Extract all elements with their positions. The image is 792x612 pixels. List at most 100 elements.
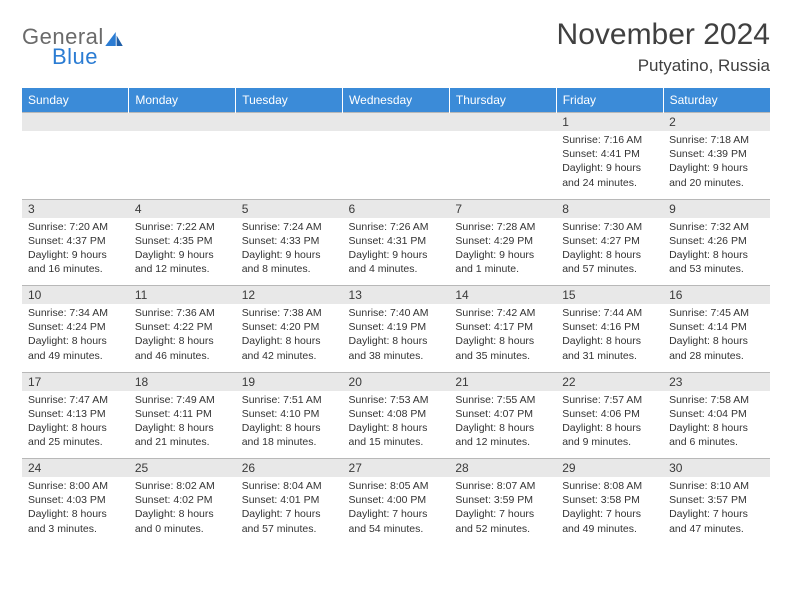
daylight-line: Daylight: 9 hours and 24 minutes. <box>562 161 657 189</box>
day-number-cell: 10 <box>22 286 129 305</box>
day-number-cell: 3 <box>22 199 129 218</box>
day-body-cell: Sunrise: 7:28 AMSunset: 4:29 PMDaylight:… <box>449 218 556 286</box>
day-body-cell: Sunrise: 7:20 AMSunset: 4:37 PMDaylight:… <box>22 218 129 286</box>
sunrise-line: Sunrise: 8:00 AM <box>28 479 123 493</box>
sunset-line: Sunset: 4:37 PM <box>28 234 123 248</box>
sunrise-line: Sunrise: 7:42 AM <box>455 306 550 320</box>
sunset-line: Sunset: 4:01 PM <box>242 493 337 507</box>
day-number-cell <box>343 113 450 132</box>
sunrise-line: Sunrise: 7:18 AM <box>669 133 764 147</box>
weekday-header: Sunday <box>22 88 129 113</box>
sunset-line: Sunset: 4:19 PM <box>349 320 444 334</box>
calendar-body: 12Sunrise: 7:16 AMSunset: 4:41 PMDayligh… <box>22 113 770 546</box>
weekday-header: Monday <box>129 88 236 113</box>
day-body-row: Sunrise: 8:00 AMSunset: 4:03 PMDaylight:… <box>22 477 770 545</box>
daylight-line: Daylight: 8 hours and 46 minutes. <box>135 334 230 362</box>
day-body-row: Sunrise: 7:20 AMSunset: 4:37 PMDaylight:… <box>22 218 770 286</box>
day-body-cell: Sunrise: 7:36 AMSunset: 4:22 PMDaylight:… <box>129 304 236 372</box>
day-body-cell: Sunrise: 7:38 AMSunset: 4:20 PMDaylight:… <box>236 304 343 372</box>
sunset-line: Sunset: 3:57 PM <box>669 493 764 507</box>
sunrise-line: Sunrise: 7:47 AM <box>28 393 123 407</box>
day-body-cell: Sunrise: 7:45 AMSunset: 4:14 PMDaylight:… <box>663 304 770 372</box>
day-body-cell <box>236 131 343 199</box>
sunrise-line: Sunrise: 7:26 AM <box>349 220 444 234</box>
weekday-header: Wednesday <box>343 88 450 113</box>
day-number-row: 24252627282930 <box>22 459 770 478</box>
sunset-line: Sunset: 4:20 PM <box>242 320 337 334</box>
day-number-cell: 16 <box>663 286 770 305</box>
sunset-line: Sunset: 4:07 PM <box>455 407 550 421</box>
daylight-line: Daylight: 9 hours and 4 minutes. <box>349 248 444 276</box>
sunrise-line: Sunrise: 8:04 AM <box>242 479 337 493</box>
daylight-line: Daylight: 8 hours and 21 minutes. <box>135 421 230 449</box>
day-body-cell: Sunrise: 8:05 AMSunset: 4:00 PMDaylight:… <box>343 477 450 545</box>
day-number-cell: 20 <box>343 372 450 391</box>
day-number-cell: 30 <box>663 459 770 478</box>
weekday-header: Tuesday <box>236 88 343 113</box>
day-body-row: Sunrise: 7:34 AMSunset: 4:24 PMDaylight:… <box>22 304 770 372</box>
sunrise-line: Sunrise: 7:16 AM <box>562 133 657 147</box>
daylight-line: Daylight: 8 hours and 3 minutes. <box>28 507 123 535</box>
weekday-header-row: SundayMondayTuesdayWednesdayThursdayFrid… <box>22 88 770 113</box>
day-body-cell: Sunrise: 7:22 AMSunset: 4:35 PMDaylight:… <box>129 218 236 286</box>
day-number-cell: 14 <box>449 286 556 305</box>
daylight-line: Daylight: 7 hours and 57 minutes. <box>242 507 337 535</box>
daylight-line: Daylight: 8 hours and 38 minutes. <box>349 334 444 362</box>
sunrise-line: Sunrise: 7:34 AM <box>28 306 123 320</box>
sunrise-line: Sunrise: 7:49 AM <box>135 393 230 407</box>
sunset-line: Sunset: 4:06 PM <box>562 407 657 421</box>
daylight-line: Daylight: 8 hours and 15 minutes. <box>349 421 444 449</box>
day-number-cell: 25 <box>129 459 236 478</box>
daylight-line: Daylight: 7 hours and 47 minutes. <box>669 507 764 535</box>
day-body-cell: Sunrise: 8:02 AMSunset: 4:02 PMDaylight:… <box>129 477 236 545</box>
daylight-line: Daylight: 8 hours and 18 minutes. <box>242 421 337 449</box>
daylight-line: Daylight: 9 hours and 16 minutes. <box>28 248 123 276</box>
sunset-line: Sunset: 4:00 PM <box>349 493 444 507</box>
day-body-cell: Sunrise: 7:58 AMSunset: 4:04 PMDaylight:… <box>663 391 770 459</box>
day-number-cell <box>236 113 343 132</box>
day-number-cell: 2 <box>663 113 770 132</box>
day-body-cell: Sunrise: 7:16 AMSunset: 4:41 PMDaylight:… <box>556 131 663 199</box>
daylight-line: Daylight: 9 hours and 20 minutes. <box>669 161 764 189</box>
sunset-line: Sunset: 4:08 PM <box>349 407 444 421</box>
sunrise-line: Sunrise: 7:58 AM <box>669 393 764 407</box>
sunset-line: Sunset: 4:14 PM <box>669 320 764 334</box>
daylight-line: Daylight: 9 hours and 12 minutes. <box>135 248 230 276</box>
day-number-cell <box>129 113 236 132</box>
sunrise-line: Sunrise: 7:20 AM <box>28 220 123 234</box>
day-number-cell <box>22 113 129 132</box>
day-number-cell: 11 <box>129 286 236 305</box>
day-number-cell: 27 <box>343 459 450 478</box>
sunset-line: Sunset: 4:16 PM <box>562 320 657 334</box>
day-number-cell: 18 <box>129 372 236 391</box>
sunset-line: Sunset: 4:22 PM <box>135 320 230 334</box>
sunset-line: Sunset: 4:13 PM <box>28 407 123 421</box>
sunset-line: Sunset: 3:59 PM <box>455 493 550 507</box>
day-number-cell: 19 <box>236 372 343 391</box>
day-body-cell: Sunrise: 7:55 AMSunset: 4:07 PMDaylight:… <box>449 391 556 459</box>
sunrise-line: Sunrise: 7:32 AM <box>669 220 764 234</box>
sunset-line: Sunset: 4:35 PM <box>135 234 230 248</box>
sunset-line: Sunset: 4:02 PM <box>135 493 230 507</box>
day-body-cell: Sunrise: 7:57 AMSunset: 4:06 PMDaylight:… <box>556 391 663 459</box>
day-body-cell: Sunrise: 7:49 AMSunset: 4:11 PMDaylight:… <box>129 391 236 459</box>
day-body-cell: Sunrise: 8:07 AMSunset: 3:59 PMDaylight:… <box>449 477 556 545</box>
calendar-table: SundayMondayTuesdayWednesdayThursdayFrid… <box>22 88 770 545</box>
sunrise-line: Sunrise: 7:24 AM <box>242 220 337 234</box>
daylight-line: Daylight: 9 hours and 1 minute. <box>455 248 550 276</box>
day-body-cell: Sunrise: 7:18 AMSunset: 4:39 PMDaylight:… <box>663 131 770 199</box>
day-body-cell <box>343 131 450 199</box>
sunrise-line: Sunrise: 7:30 AM <box>562 220 657 234</box>
daylight-line: Daylight: 7 hours and 49 minutes. <box>562 507 657 535</box>
day-body-cell <box>22 131 129 199</box>
weekday-header: Saturday <box>663 88 770 113</box>
day-body-cell: Sunrise: 8:04 AMSunset: 4:01 PMDaylight:… <box>236 477 343 545</box>
daylight-line: Daylight: 8 hours and 49 minutes. <box>28 334 123 362</box>
month-title: November 2024 <box>557 18 770 52</box>
day-number-cell <box>449 113 556 132</box>
sunset-line: Sunset: 4:39 PM <box>669 147 764 161</box>
day-number-cell: 26 <box>236 459 343 478</box>
day-number-cell: 24 <box>22 459 129 478</box>
day-number-cell: 8 <box>556 199 663 218</box>
sunrise-line: Sunrise: 7:53 AM <box>349 393 444 407</box>
